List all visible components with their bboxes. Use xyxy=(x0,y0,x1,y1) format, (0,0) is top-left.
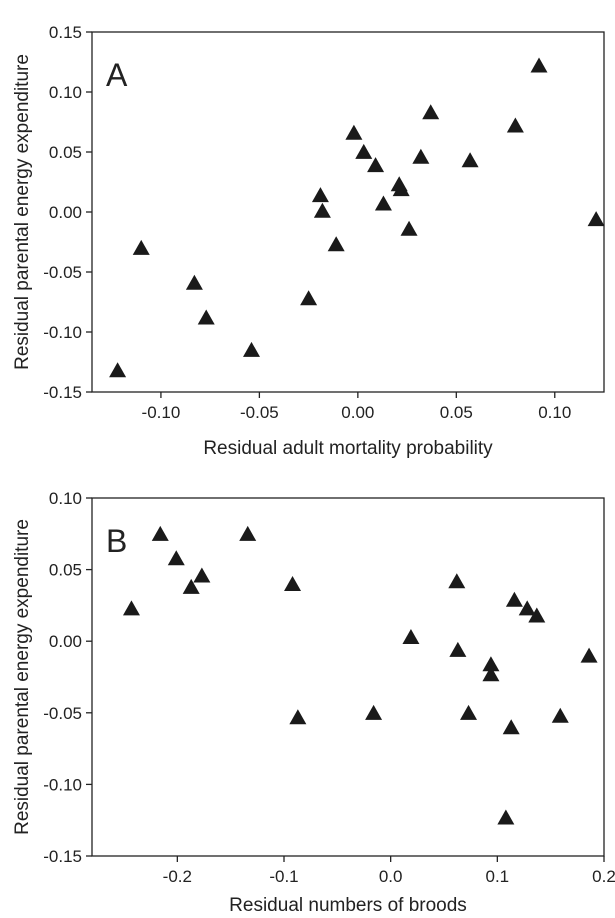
data-point xyxy=(365,704,383,720)
data-point xyxy=(132,239,150,255)
data-point xyxy=(482,656,500,672)
data-point xyxy=(284,576,302,592)
x-tick-label: 0.10 xyxy=(538,403,571,422)
plot-frame xyxy=(91,497,605,857)
data-point xyxy=(327,236,345,252)
data-point xyxy=(122,600,140,616)
chart-panel-a: -0.15 -0.10 -0.05 0.00 0.05 0.10 0.15 -0.10 -0.0… xyxy=(12,23,605,459)
plot-frame xyxy=(91,31,605,393)
data-point xyxy=(185,274,203,290)
panel-label: A xyxy=(106,57,128,93)
y-axis-label: Residual parental energy expenditure xyxy=(12,54,33,370)
x-tick-label: 0.00 xyxy=(341,403,374,422)
y-tick-label: -0.05 xyxy=(43,704,82,723)
data-point xyxy=(392,181,410,197)
data-point xyxy=(193,567,211,583)
data-point xyxy=(402,629,420,645)
x-tick-label: -0.05 xyxy=(240,403,279,422)
data-point xyxy=(502,719,520,735)
data-point xyxy=(400,220,418,236)
panel-label: B xyxy=(106,523,127,559)
data-point xyxy=(461,152,479,168)
data-point xyxy=(448,573,466,589)
y-axis-label: Residual parental energy expenditure xyxy=(12,519,33,835)
data-point xyxy=(497,809,515,825)
chart-panel-b: -0.15 -0.10 -0.05 0.00 0.05 0.10 -0.2 -0.1 0.0 0.… xyxy=(12,489,615,916)
y-tick-label: 0.00 xyxy=(49,203,82,222)
data-point xyxy=(313,202,331,218)
y-tick-label: 0.15 xyxy=(49,23,82,42)
data-point xyxy=(289,709,307,725)
data-point xyxy=(345,124,363,140)
data-point xyxy=(580,647,598,663)
x-tick-label: -0.10 xyxy=(142,403,181,422)
data-point xyxy=(239,525,257,541)
data-point xyxy=(311,187,329,203)
x-tick-label: 0.0 xyxy=(379,867,403,886)
y-tick-label: -0.10 xyxy=(43,775,82,794)
y-tick-label: 0.05 xyxy=(49,561,82,580)
data-point xyxy=(505,591,523,607)
y-tick-label: 0.10 xyxy=(49,83,82,102)
data-point xyxy=(243,341,261,357)
data-point xyxy=(460,704,478,720)
data-point xyxy=(300,290,318,306)
y-tick-label: 0.05 xyxy=(49,143,82,162)
x-tick-label: 0.2 xyxy=(592,867,615,886)
y-tick-label: 0.00 xyxy=(49,632,82,651)
y-tick-label: -0.15 xyxy=(43,847,82,866)
data-point xyxy=(355,143,373,159)
data-point xyxy=(412,148,430,164)
y-tick-label: -0.10 xyxy=(43,323,82,342)
x-axis-label: Residual adult mortality probability xyxy=(203,438,493,459)
x-tick-label: 0.1 xyxy=(486,867,510,886)
data-point xyxy=(367,157,385,173)
y-tick-label: 0.10 xyxy=(49,489,82,508)
data-point xyxy=(109,362,127,378)
y-tick-label: -0.05 xyxy=(43,263,82,282)
data-point xyxy=(528,607,546,623)
x-tick-label: -0.2 xyxy=(163,867,192,886)
x-tick-label: 0.05 xyxy=(440,403,473,422)
data-point xyxy=(374,195,392,211)
x-axis-label: Residual numbers of broods xyxy=(229,895,467,916)
data-point xyxy=(506,117,524,133)
data-point xyxy=(530,57,548,73)
y-tick-label: -0.15 xyxy=(43,383,82,402)
data-point xyxy=(197,309,215,325)
data-point xyxy=(151,525,169,541)
data-point xyxy=(518,600,536,616)
data-point xyxy=(182,578,200,594)
data-point xyxy=(587,211,605,227)
data-point xyxy=(422,104,440,120)
data-point xyxy=(167,550,185,566)
data-point xyxy=(482,666,500,682)
data-point xyxy=(449,641,467,657)
x-tick-label: -0.1 xyxy=(269,867,298,886)
data-point xyxy=(551,707,569,723)
